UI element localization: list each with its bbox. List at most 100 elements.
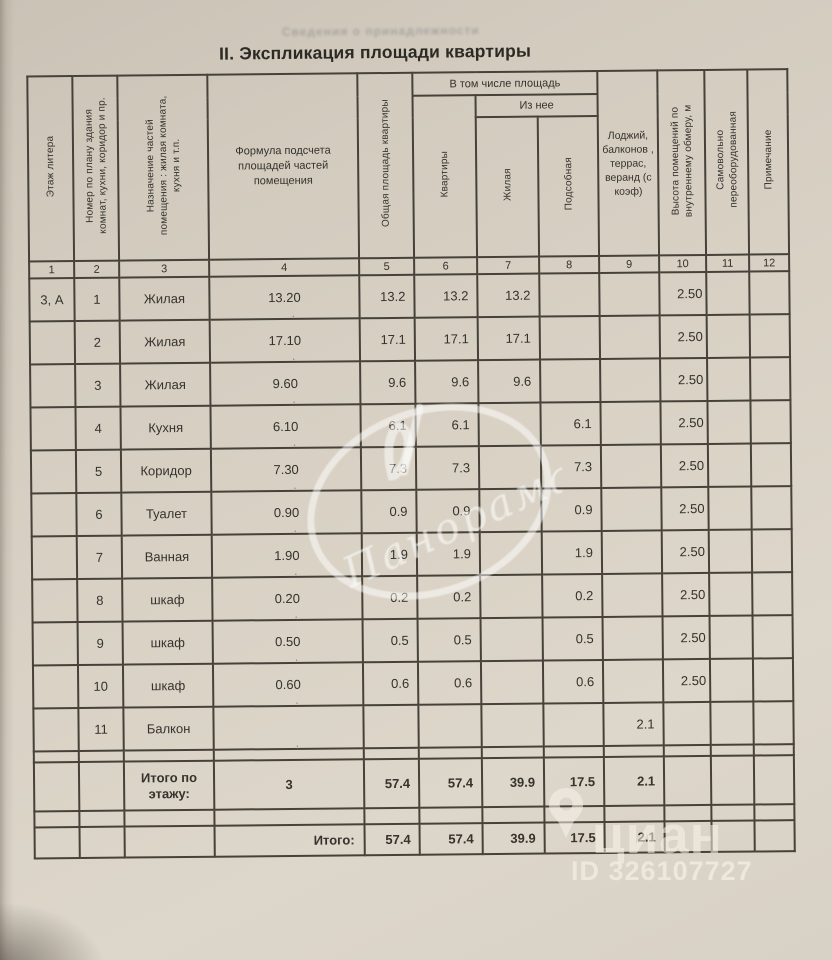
table-cell — [707, 357, 751, 401]
table-cell — [602, 659, 664, 703]
table-cell — [749, 271, 790, 315]
table-cell: 0.9 — [541, 487, 602, 532]
table-cell — [481, 746, 544, 759]
column-header-unauthorized: Самовольно переоборудованная — [704, 69, 750, 255]
table-cell: 0.20 — [212, 576, 363, 621]
table-cell — [603, 745, 664, 757]
table-cell: шкаф — [122, 620, 213, 665]
table-cell: 2.50 — [659, 271, 707, 316]
header-row-groups: Этаж литера Номер по плану здания комнат… — [27, 69, 790, 262]
table-cell — [663, 755, 712, 806]
column-header-height: Высота помещений по внутреннему обмеру, … — [657, 69, 707, 256]
table-cell — [663, 744, 711, 757]
table-cell — [750, 400, 791, 444]
table-cell: Кухня — [120, 405, 211, 450]
table-cell — [600, 401, 661, 445]
table-cell — [749, 314, 791, 358]
table-cell: 6.1 — [540, 401, 601, 446]
table-cell: 2.1 — [603, 756, 665, 806]
table-cell — [33, 708, 79, 752]
table-cell: 39.9 — [482, 822, 545, 855]
table-cell: Ванная — [121, 534, 213, 579]
column-number: 10 — [659, 254, 707, 273]
table-cell: 0.2 — [362, 575, 418, 620]
table-cell — [750, 357, 791, 401]
table-cell — [709, 572, 753, 616]
table-cell: 13.2 — [414, 274, 478, 318]
table-cell — [602, 573, 663, 617]
column-header-auxiliary: Подсобная — [537, 115, 600, 257]
table-cell: 2.50 — [660, 357, 708, 402]
table-cell — [79, 826, 125, 858]
explication-table: Этаж литера Номер по плану здания комнат… — [26, 68, 796, 859]
table-cell: 4 — [75, 406, 121, 451]
table-cell: 0.5 — [417, 618, 481, 662]
table-cell: 0.5 — [362, 618, 418, 663]
table-cell — [30, 364, 76, 408]
column-header-note: Примечание — [747, 69, 790, 255]
table-cell — [663, 701, 711, 746]
table-cell — [710, 744, 754, 756]
table-cell — [750, 443, 792, 487]
table-cell: 39.9 — [481, 757, 545, 808]
table-cell — [478, 445, 542, 490]
table-cell — [31, 493, 77, 537]
table-cell — [706, 271, 750, 315]
table-cell — [479, 531, 543, 576]
table-cell: Итого по этажу: — [123, 760, 215, 811]
table-cell — [543, 745, 604, 758]
table-cell — [601, 487, 662, 531]
table-cell — [124, 809, 215, 827]
column-number: 8 — [539, 255, 600, 274]
table-cell — [214, 808, 365, 826]
table-cell — [708, 529, 753, 573]
explication-table-wrapper: Этаж литера Номер по плану здания комнат… — [26, 68, 796, 859]
table-cell: 17.1 — [477, 316, 541, 361]
table-cell: 17.1 — [359, 317, 416, 362]
table-cell: 7.3 — [360, 446, 417, 491]
table-cell — [32, 665, 79, 709]
column-number: 9 — [599, 255, 660, 273]
column-header-plan-number: Номер по плану здания комнат, кухни, кор… — [72, 75, 120, 262]
table-body: 3, А1Жилая13.2013.213.213.22.502Жилая17.… — [29, 271, 795, 859]
table-cell — [78, 761, 125, 811]
table-cell — [600, 444, 662, 488]
column-header-living: Жилая — [475, 116, 540, 258]
column-number: 4 — [209, 258, 360, 277]
table-cell: 0.50 — [212, 619, 363, 664]
table-cell: 8 — [77, 578, 123, 623]
column-number: 1 — [29, 261, 75, 279]
table-cell — [480, 660, 544, 705]
table-cell: 5 — [75, 449, 122, 494]
table-cell: 13.20 — [209, 275, 360, 320]
table-cell: 2.50 — [660, 400, 708, 445]
table-cell: 0.9 — [416, 489, 480, 533]
table-cell: 2.50 — [661, 486, 709, 531]
table-cell: 9.6 — [360, 360, 416, 405]
table-cell: 0.6 — [362, 661, 419, 706]
table-cell — [30, 407, 76, 451]
table-cell — [33, 762, 80, 812]
table-cell — [79, 810, 125, 827]
table-cell — [123, 749, 214, 762]
table-cell — [751, 486, 792, 530]
table-cell: 6.1 — [360, 403, 416, 448]
table-cell — [34, 826, 80, 859]
map-pin-icon — [549, 788, 583, 838]
table-cell — [364, 807, 420, 825]
table-cell — [29, 321, 76, 365]
table-cell: 1.9 — [416, 532, 481, 576]
column-header-purpose: Назначение частей помещения : жилая комн… — [117, 74, 210, 261]
table-cell: 7 — [76, 535, 123, 580]
table-cell: 6 — [76, 492, 122, 537]
table-cell: 57.4 — [419, 823, 483, 855]
table-cell: 0.90 — [211, 490, 362, 535]
